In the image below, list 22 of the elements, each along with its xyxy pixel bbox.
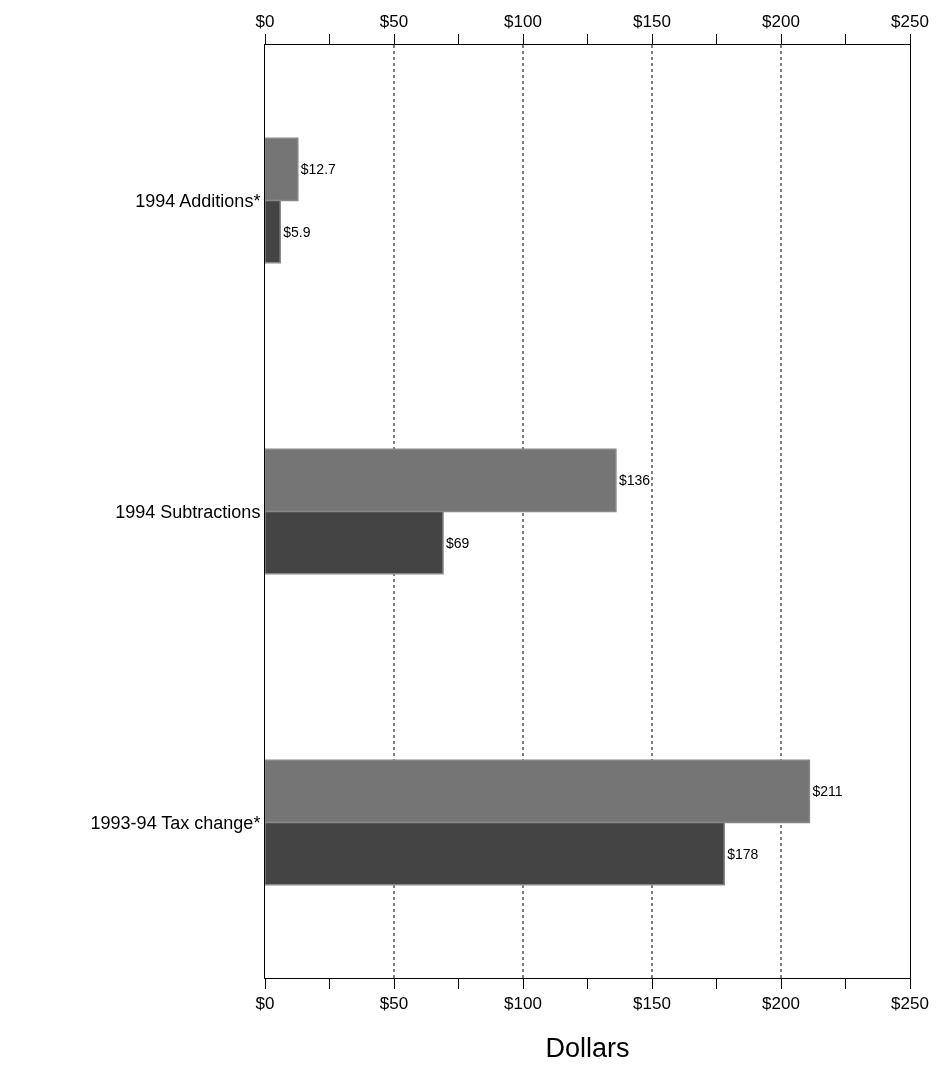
data-label: $69: [446, 534, 470, 551]
data-label: $178: [727, 845, 759, 862]
x2-tick-label: $0: [255, 994, 275, 1014]
x-tick-label: $250: [891, 12, 929, 32]
data-label: $211: [812, 783, 843, 800]
y-tick-label: 1994 Additions*: [135, 190, 261, 211]
x-tick-label: $150: [633, 12, 671, 32]
x2-tick-label: $50: [379, 994, 409, 1014]
x-axis-title: Dollars: [545, 1032, 630, 1063]
x-tick-label: $50: [379, 12, 409, 32]
data-label: $136: [618, 472, 651, 489]
y-tick-label: 1994 Subtractions: [115, 501, 261, 522]
x2-tick-label: $100: [504, 994, 542, 1014]
y-tick-label: 1993-94 Tax change*: [90, 812, 261, 833]
data-label: $12.7: [300, 161, 337, 178]
x-tick-label: $0: [255, 12, 275, 32]
data-label: $5.9: [283, 223, 311, 240]
x2-tick-label: $200: [762, 994, 800, 1014]
x-tick-label: $100: [504, 12, 542, 32]
x-tick-label: $200: [762, 12, 800, 32]
x2-tick-label: $150: [633, 994, 671, 1014]
x2-tick-label: $250: [891, 994, 929, 1014]
